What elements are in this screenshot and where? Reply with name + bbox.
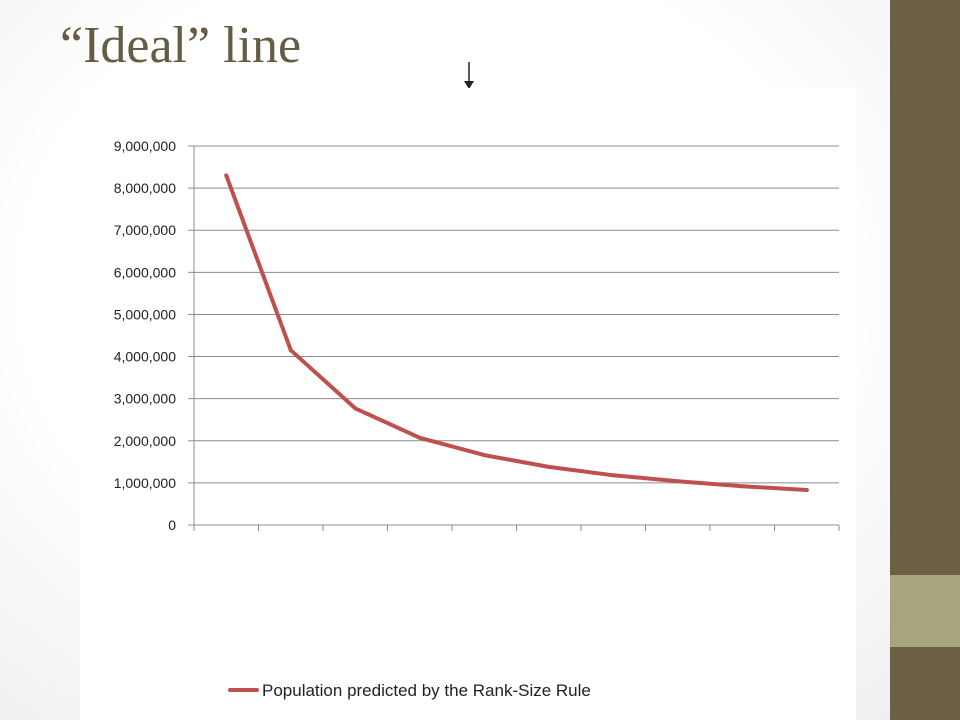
sidebar-light-band xyxy=(890,575,960,647)
y-tick-label: 8,000,000 xyxy=(114,180,176,196)
chart-panel: 0 1,000,000 2,000,000 3,000,000 4,000,000 5,0… xyxy=(80,88,856,720)
y-tick-label: 4,000,000 xyxy=(114,349,176,365)
series-line xyxy=(224,173,809,492)
y-tick-label: 9,000,000 xyxy=(114,138,176,154)
data-point xyxy=(224,173,229,178)
data-point xyxy=(417,435,422,440)
y-tick-label: 3,000,000 xyxy=(114,391,176,407)
data-point xyxy=(675,479,680,484)
data-point xyxy=(804,488,809,493)
data-point xyxy=(611,473,616,478)
data-point xyxy=(482,453,487,458)
y-tick-label: 7,000,000 xyxy=(114,222,176,238)
down-arrow-icon xyxy=(464,62,474,89)
y-tick-label: 1,000,000 xyxy=(114,475,176,491)
line-chart: 0 1,000,000 2,000,000 3,000,000 4,000,000 5,0… xyxy=(114,138,840,700)
data-point xyxy=(353,406,358,411)
slide-title: “Ideal” line xyxy=(60,17,302,74)
data-point xyxy=(546,464,551,469)
y-tick-label: 6,000,000 xyxy=(114,264,176,280)
data-point xyxy=(740,484,745,489)
y-tick-label: 0 xyxy=(168,517,176,533)
y-tick-label: 5,000,000 xyxy=(114,306,176,322)
y-tick-label: 2,000,000 xyxy=(114,433,176,449)
legend-label: Population predicted by the Rank-Size Ru… xyxy=(262,681,591,700)
data-point xyxy=(288,348,293,353)
